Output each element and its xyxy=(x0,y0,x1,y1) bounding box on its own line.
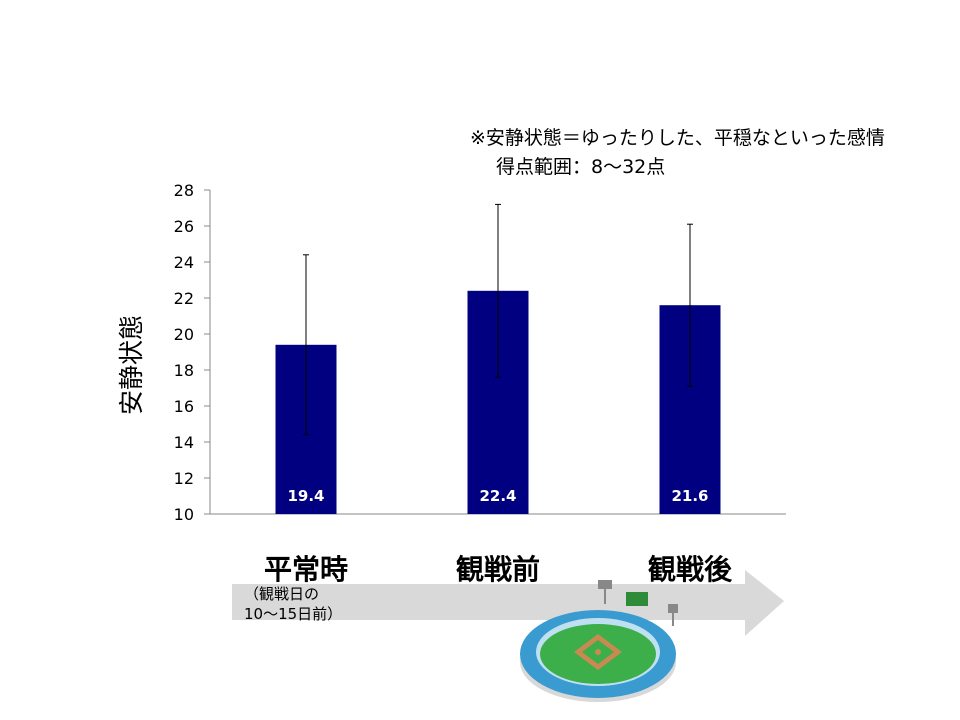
note-line-1: ※安静状態＝ゆったりした、平穏なといった感情 xyxy=(470,127,885,149)
chart-note: ※安静状態＝ゆったりした、平穏なといった感情 得点範囲：8～32点 xyxy=(470,124,885,182)
timeline-subnote: （観戦日の 10～15日前） xyxy=(244,585,343,623)
note-line-2: 得点範囲：8～32点 xyxy=(496,156,666,178)
y-tick-label: 22 xyxy=(174,289,194,308)
y-tick-label: 26 xyxy=(174,217,194,236)
light-tower-left xyxy=(598,580,612,589)
category-label: 平常時 xyxy=(263,553,349,586)
bar-value-label: 19.4 xyxy=(287,487,324,505)
bar-value-label: 22.4 xyxy=(479,487,516,505)
category-label: 観戦後 xyxy=(647,553,733,586)
category-label: 観戦前 xyxy=(455,553,541,586)
bar-value-label: 21.6 xyxy=(671,487,708,505)
y-tick-label: 18 xyxy=(174,361,194,380)
y-tick-label: 28 xyxy=(174,181,194,200)
baseball-stadium-icon xyxy=(520,580,678,702)
y-tick-label: 24 xyxy=(174,253,194,272)
y-tick-label: 10 xyxy=(174,505,194,524)
pitcher-mound xyxy=(595,649,601,655)
y-tick-label: 16 xyxy=(174,397,194,416)
y-tick-label: 20 xyxy=(174,325,194,344)
scoreboard xyxy=(626,592,648,606)
light-tower-right xyxy=(668,604,678,613)
y-tick-label: 14 xyxy=(174,433,194,452)
y-tick-label: 12 xyxy=(174,469,194,488)
